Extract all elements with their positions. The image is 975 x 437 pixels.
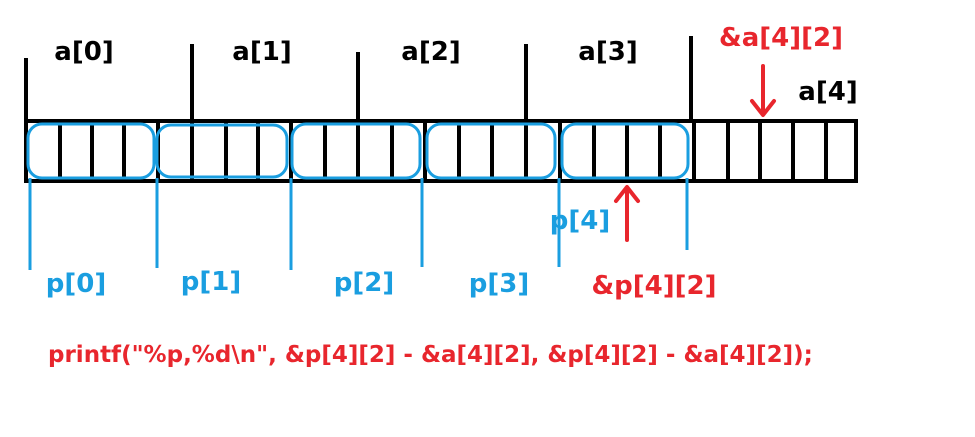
array-row-boundaries <box>24 36 693 121</box>
array-outline <box>24 119 858 183</box>
label-a0: a[0] <box>54 37 113 67</box>
label-a1: a[1] <box>232 37 291 67</box>
p3-group-outline <box>425 122 557 180</box>
pointer-boundary-lines <box>28 178 689 270</box>
array-cell-dividers <box>58 121 828 181</box>
p1-group-outline <box>155 123 289 179</box>
label-p2: p[2] <box>334 268 394 298</box>
label-addr-a42: &a[4][2] <box>719 23 843 53</box>
label-addr-p42: &p[4][2] <box>592 271 717 301</box>
arrow-up-to-p42 <box>614 185 640 242</box>
label-a4: a[4] <box>798 77 857 107</box>
p2-group-outline <box>290 122 422 180</box>
label-p0: p[0] <box>46 269 106 299</box>
label-a2: a[2] <box>401 37 460 67</box>
arrow-down-to-a42 <box>750 64 776 117</box>
label-p1: p[1] <box>181 267 241 297</box>
label-p3: p[3] <box>469 269 529 299</box>
red-arrows <box>614 64 776 242</box>
label-a3: a[3] <box>578 37 637 67</box>
printf-code-line: printf("%p,%d\n", &p[4][2] - &a[4][2], &… <box>48 342 813 368</box>
pointer-p-groups <box>26 122 690 270</box>
label-p4: p[4] <box>550 206 610 236</box>
p4-group-outline <box>560 122 690 180</box>
p0-group-outline <box>26 122 156 180</box>
